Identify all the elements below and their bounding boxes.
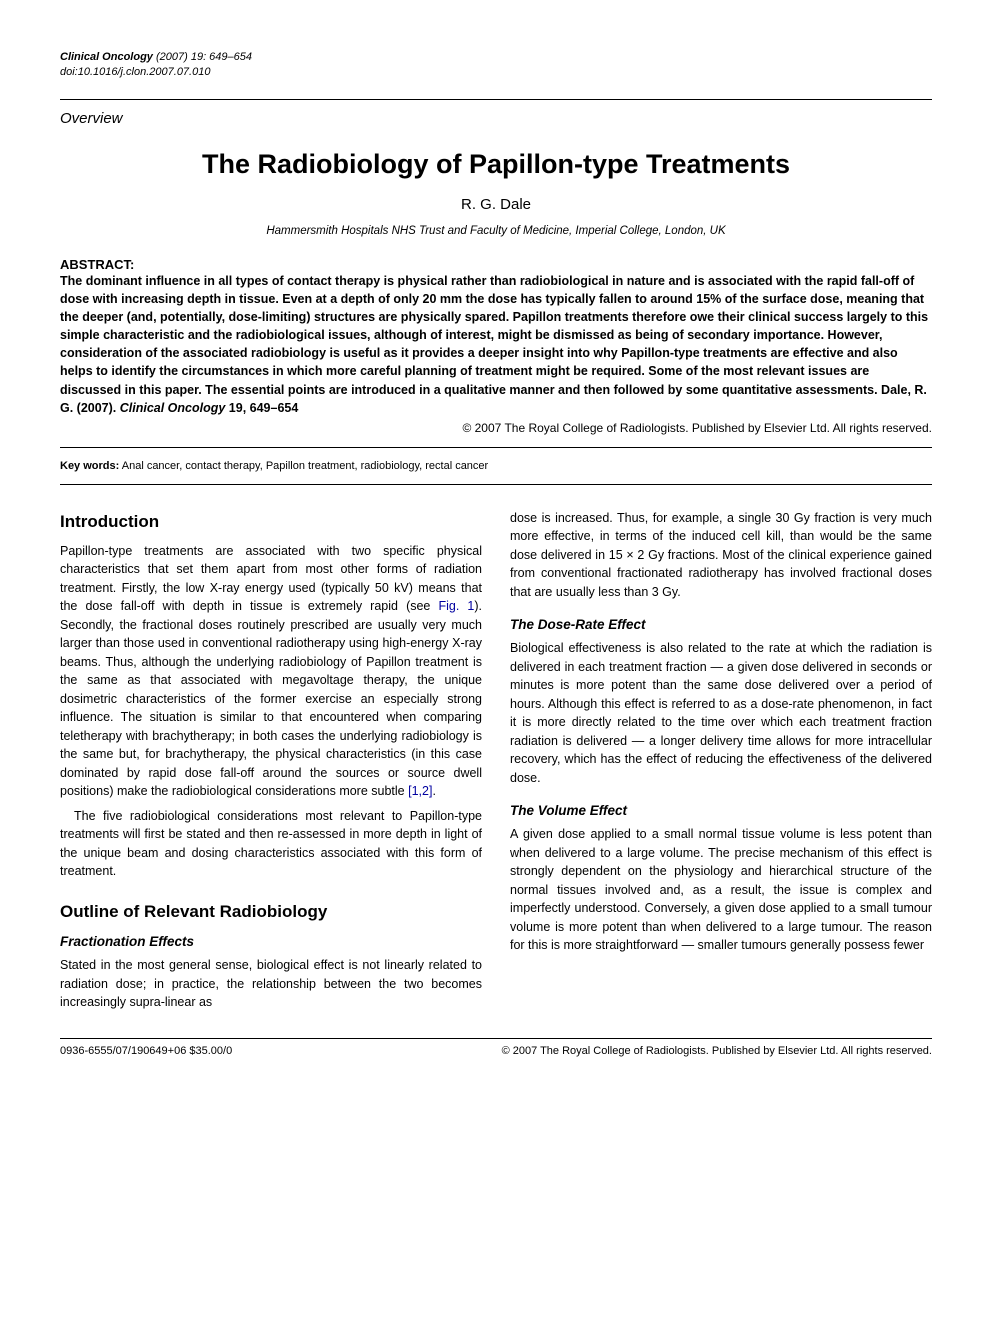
- volume-effect-heading: The Volume Effect: [510, 801, 932, 821]
- mid-rule-2: [60, 484, 932, 485]
- journal-info: Clinical Oncology (2007) 19: 649–654 doi…: [60, 50, 932, 81]
- affiliation: Hammersmith Hospitals NHS Trust and Facu…: [60, 225, 932, 237]
- intro-para-2: The five radiobiological considerations …: [60, 807, 482, 881]
- keywords-text: Anal cancer, contact therapy, Papillon t…: [119, 460, 488, 472]
- intro-p1a: Papillon-type treatments are associated …: [60, 544, 482, 614]
- footer-right: © 2007 The Royal College of Radiologists…: [502, 1045, 932, 1057]
- citation-journal: Clinical Oncology: [120, 401, 226, 415]
- abstract-label: ABSTRACT:: [60, 257, 932, 272]
- body-columns: Introduction Papillon-type treatments ar…: [60, 509, 932, 1018]
- continuation-para: dose is increased. Thus, for example, a …: [510, 509, 932, 602]
- intro-heading: Introduction: [60, 509, 482, 534]
- abstract-citation: Clinical Oncology 19, 649–654: [120, 401, 299, 415]
- abstract-block: ABSTRACT: The dominant influence in all …: [60, 257, 932, 435]
- journal-doi: doi:10.1016/j.clon.2007.07.010: [60, 66, 210, 78]
- fractionation-para-1: Stated in the most general sense, biolog…: [60, 956, 482, 1012]
- volume-effect-para-1: A given dose applied to a small normal t…: [510, 825, 932, 955]
- left-column: Introduction Papillon-type treatments ar…: [60, 509, 482, 1018]
- right-column: dose is increased. Thus, for example, a …: [510, 509, 932, 1018]
- keywords: Key words: Anal cancer, contact therapy,…: [60, 460, 932, 472]
- author-name: R. G. Dale: [60, 196, 932, 213]
- article-title: The Radiobiology of Papillon-type Treatm…: [60, 149, 932, 180]
- journal-year: (2007): [156, 51, 188, 63]
- abstract-copyright: © 2007 The Royal College of Radiologists…: [60, 421, 932, 435]
- dose-rate-para-1: Biological effectiveness is also related…: [510, 639, 932, 787]
- fig-1-link[interactable]: Fig. 1: [438, 599, 474, 613]
- section-label: Overview: [60, 110, 932, 127]
- footer-rule: [60, 1038, 932, 1039]
- intro-p1c: .: [432, 784, 435, 798]
- journal-volpages: 19: 649–654: [191, 51, 252, 63]
- journal-name: Clinical Oncology: [60, 51, 153, 63]
- keywords-label: Key words:: [60, 460, 119, 472]
- dose-rate-heading: The Dose-Rate Effect: [510, 615, 932, 635]
- footer-left: 0936-6555/07/190649+06 $35.00/0: [60, 1045, 232, 1057]
- intro-p1b: ). Secondly, the fractional doses routin…: [60, 599, 482, 798]
- fractionation-heading: Fractionation Effects: [60, 932, 482, 952]
- citation-vol: 19, 649–654: [225, 401, 298, 415]
- mid-rule-1: [60, 447, 932, 448]
- intro-para-1: Papillon-type treatments are associated …: [60, 542, 482, 801]
- abstract-body: The dominant influence in all types of c…: [60, 274, 928, 415]
- refs-1-2-link[interactable]: [1,2]: [408, 784, 432, 798]
- outline-heading: Outline of Relevant Radiobiology: [60, 899, 482, 924]
- footer: 0936-6555/07/190649+06 $35.00/0 © 2007 T…: [60, 1045, 932, 1057]
- top-rule: [60, 99, 932, 100]
